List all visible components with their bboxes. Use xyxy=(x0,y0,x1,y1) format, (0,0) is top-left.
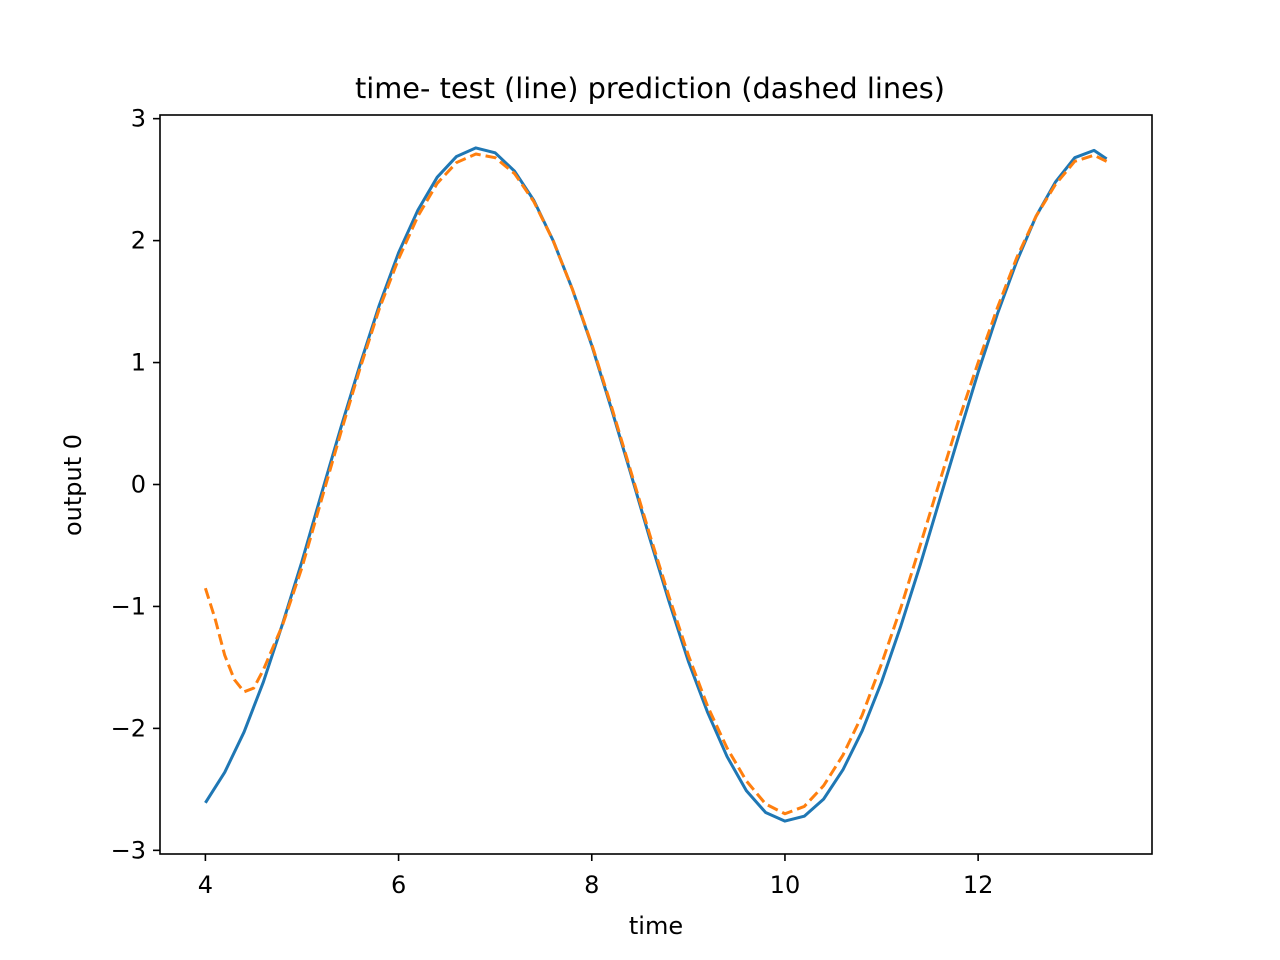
y-axis-label: output 0 xyxy=(59,434,87,536)
y-tick-label: −3 xyxy=(111,836,146,864)
x-tick-label: 4 xyxy=(198,871,213,899)
y-tick-label: −2 xyxy=(111,714,146,742)
y-axis: −3 −2 −1 0 1 2 3 xyxy=(111,105,160,864)
x-tick-label: 8 xyxy=(584,871,599,899)
x-tick-label: 6 xyxy=(391,871,406,899)
test-series-line xyxy=(204,146,1108,823)
x-axis: 4 6 8 10 12 xyxy=(198,854,994,899)
y-tick-label: 3 xyxy=(131,105,146,133)
axes-frame xyxy=(159,114,1153,855)
plot-area xyxy=(159,114,1153,855)
y-tick-label: −1 xyxy=(111,592,146,620)
chart-title: time- test (line) prediction (dashed lin… xyxy=(355,71,945,105)
x-tick-label: 10 xyxy=(770,871,801,899)
y-tick-label: 2 xyxy=(131,227,146,255)
series-layer xyxy=(203,146,1108,823)
y-tick-label: 0 xyxy=(131,471,146,499)
y-tick-label: 1 xyxy=(131,349,146,377)
x-axis-label: time xyxy=(629,912,683,940)
x-tick-label: 12 xyxy=(963,871,994,899)
prediction-series-line xyxy=(203,152,1108,816)
